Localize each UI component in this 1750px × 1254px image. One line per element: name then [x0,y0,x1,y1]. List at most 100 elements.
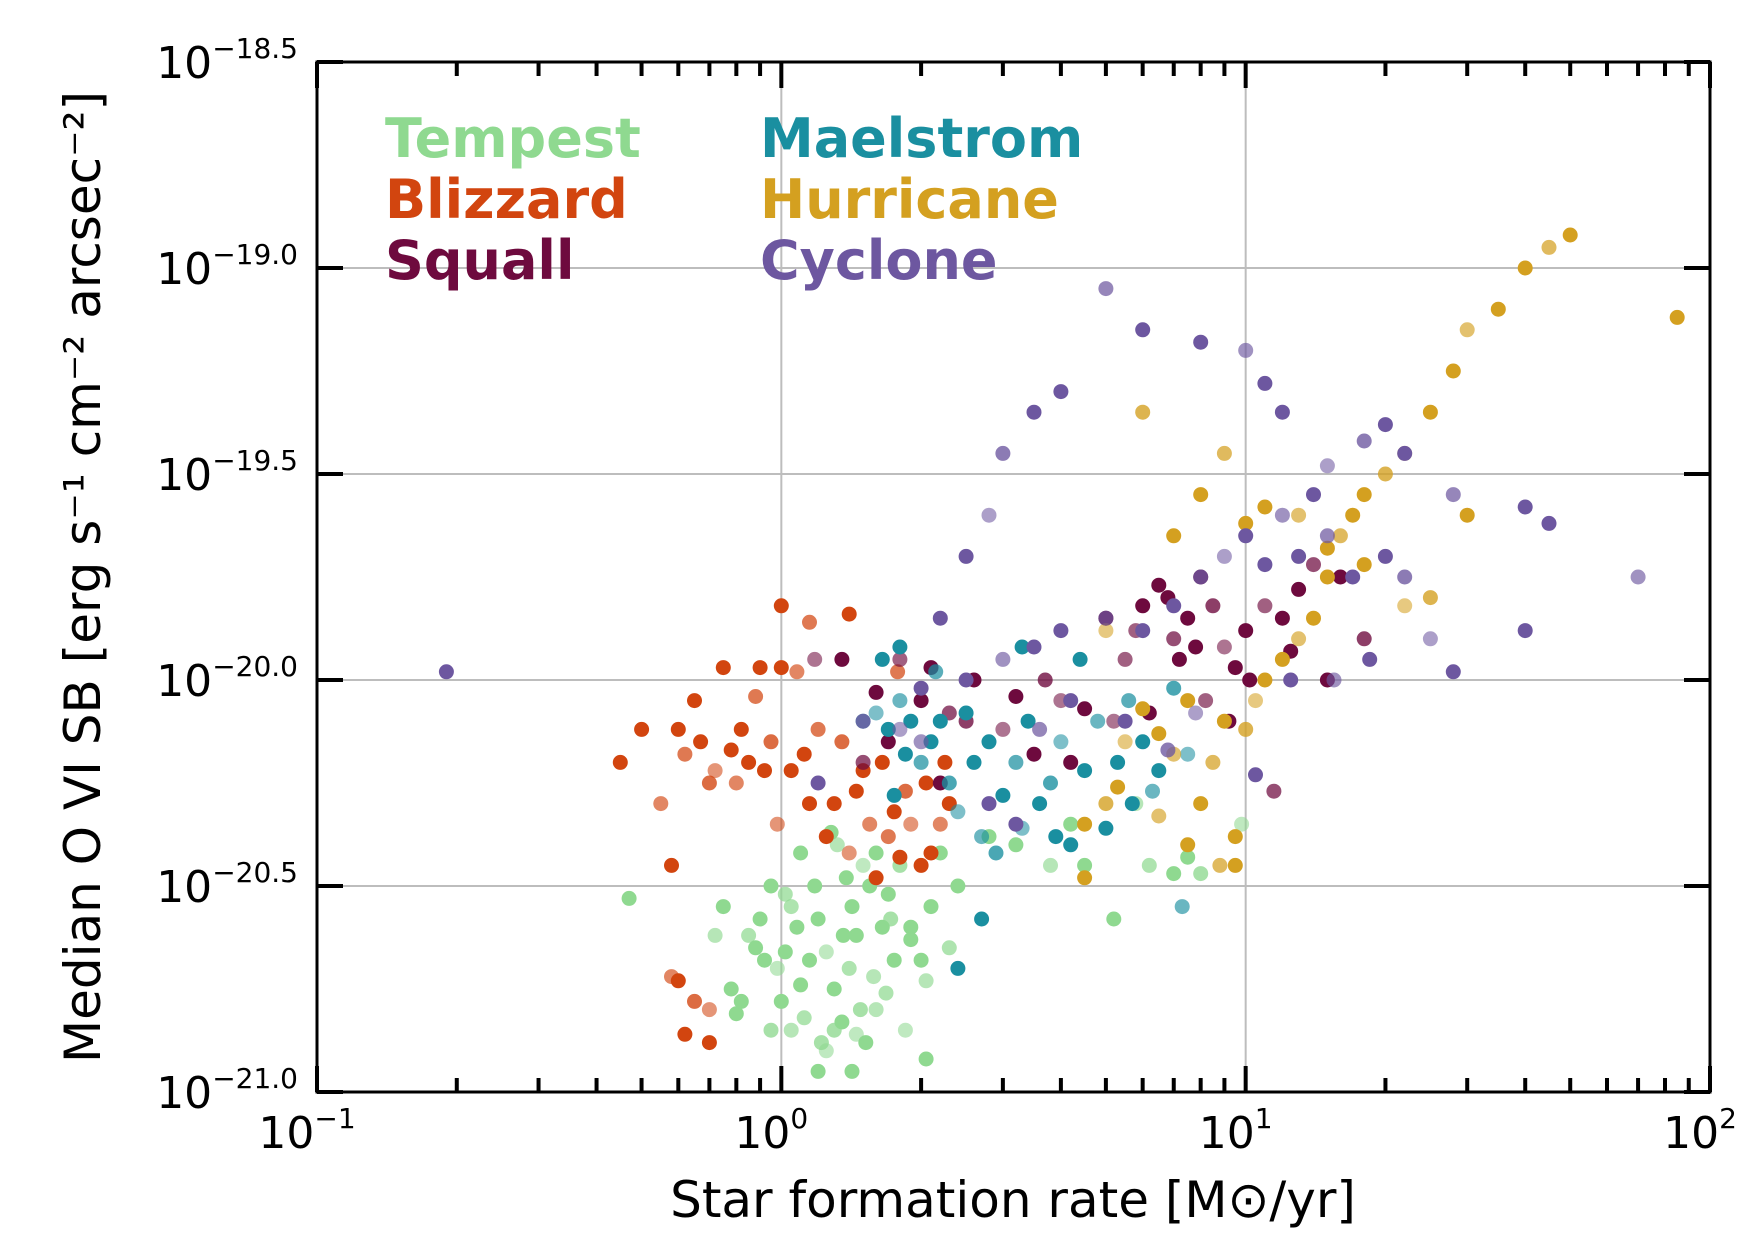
data-point-tempest [1077,857,1093,873]
data-point-cyclone [438,664,454,680]
data-point-squall [1306,557,1321,573]
data-point-cyclone [995,651,1011,667]
data-point-hurricane [1248,693,1263,709]
data-point-hurricane [1135,404,1151,420]
data-point-squall [1291,581,1307,597]
data-point-hurricane [1669,309,1685,325]
data-point-cyclone [1319,528,1335,544]
data-point-tempest [789,919,805,935]
data-point-cyclone [1630,569,1646,585]
data-point-squall [1008,689,1024,704]
data-point-tempest [844,1063,860,1079]
data-point-tempest [880,886,896,902]
data-point-blizzard [715,660,731,676]
legend-entry-blizzard: Blizzard [385,168,628,231]
data-point-cyclone [1238,528,1254,544]
y-tick-label: 10−19.5 [156,444,298,501]
data-point-tempest [1234,816,1250,832]
data-point-maelstrom [1124,796,1140,812]
data-point-tempest [748,940,764,956]
data-point-blizzard [707,763,723,779]
data-point-hurricane [1180,837,1196,853]
data-point-blizzard [913,857,929,873]
data-point-blizzard [757,763,772,779]
data-point-maelstrom [1072,651,1088,667]
grid-lines [317,62,1710,1092]
data-point-hurricane [1345,507,1361,523]
data-point-cyclone [981,507,997,523]
data-point-blizzard [741,754,757,770]
data-point-maelstrom [892,639,908,655]
data-point-blizzard [937,754,953,770]
data-point-tempest [1166,866,1182,882]
data-point-blizzard [862,816,878,832]
data-point-hurricane [1193,487,1209,503]
data-point-cyclone [1238,342,1254,358]
data-point-squall [1188,639,1204,655]
data-point-tempest [752,911,768,927]
data-point-blizzard [612,754,628,770]
data-point-cyclone [1517,623,1533,639]
data-point-squall [1077,701,1093,717]
data-point-tempest [796,1010,812,1026]
data-point-maelstrom [1121,693,1137,709]
data-point-tempest [1193,866,1209,882]
data-point-blizzard [733,721,749,737]
data-point-maelstrom [1008,754,1024,770]
data-point-cyclone [1135,322,1151,338]
data-point-maelstrom [1020,713,1036,729]
data-point-cyclone [1541,515,1557,531]
data-point-tempest [741,927,757,943]
data-point-tempest [918,973,934,989]
data-point-tempest [818,1043,834,1059]
data-point-cyclone [1098,610,1114,626]
data-point-squall [868,684,884,700]
data-point-tempest [621,890,637,906]
legend-entry-cyclone: Cyclone [760,229,998,292]
data-point-squall [1332,569,1348,585]
data-point-blizzard [874,754,890,770]
data-point-maelstrom [950,960,966,976]
data-point-blizzard [789,664,805,680]
data-point-cyclone [1032,721,1048,737]
data-point-maelstrom [995,787,1011,803]
data-point-cyclone [1160,742,1176,758]
data-point-cyclone [958,548,974,564]
data-point-blizzard [773,660,789,676]
y-tick-labels: 10−21.0 10−20.5 10−20.0 10−19.5 10−19.0 10−18… [156,32,298,1119]
data-point-maelstrom [1032,796,1048,812]
data-point-cyclone [1257,375,1273,391]
data-point-blizzard [868,870,884,886]
data-point-blizzard [701,775,717,791]
data-point-maelstrom [868,705,884,721]
data-point-tempest [757,952,772,968]
legend-entry-squall: Squall [385,229,574,292]
data-point-maelstrom [1063,837,1079,853]
data-point-cyclone [1053,384,1069,400]
data-point-blizzard [783,763,799,779]
data-point-squall [1238,623,1254,639]
data-point-cyclone [1283,672,1299,688]
data-point-hurricane [1445,363,1461,379]
data-point-maelstrom [950,804,966,820]
legend-entry-maelstrom: Maelstrom [760,107,1083,170]
data-point-cyclone [1193,334,1209,350]
data-point-cyclone [1188,705,1204,721]
data-point-maelstrom [1048,829,1064,845]
data-point-cyclone [892,721,908,737]
data-point-hurricane [1319,540,1335,556]
data-point-cyclone [981,796,997,812]
data-point-maelstrom [903,713,919,729]
data-point-tempest [866,969,882,985]
data-point-squall [1026,746,1042,762]
data-point-cyclone [913,680,929,696]
data-point-maelstrom [974,911,990,927]
data-point-maelstrom [886,787,902,803]
data-point-cyclone [1053,623,1069,639]
data-point-blizzard [701,1002,717,1018]
data-point-maelstrom [892,693,908,709]
data-point-tempest [769,960,785,976]
data-point-cyclone [958,672,974,688]
data-point-cyclone [810,775,826,791]
